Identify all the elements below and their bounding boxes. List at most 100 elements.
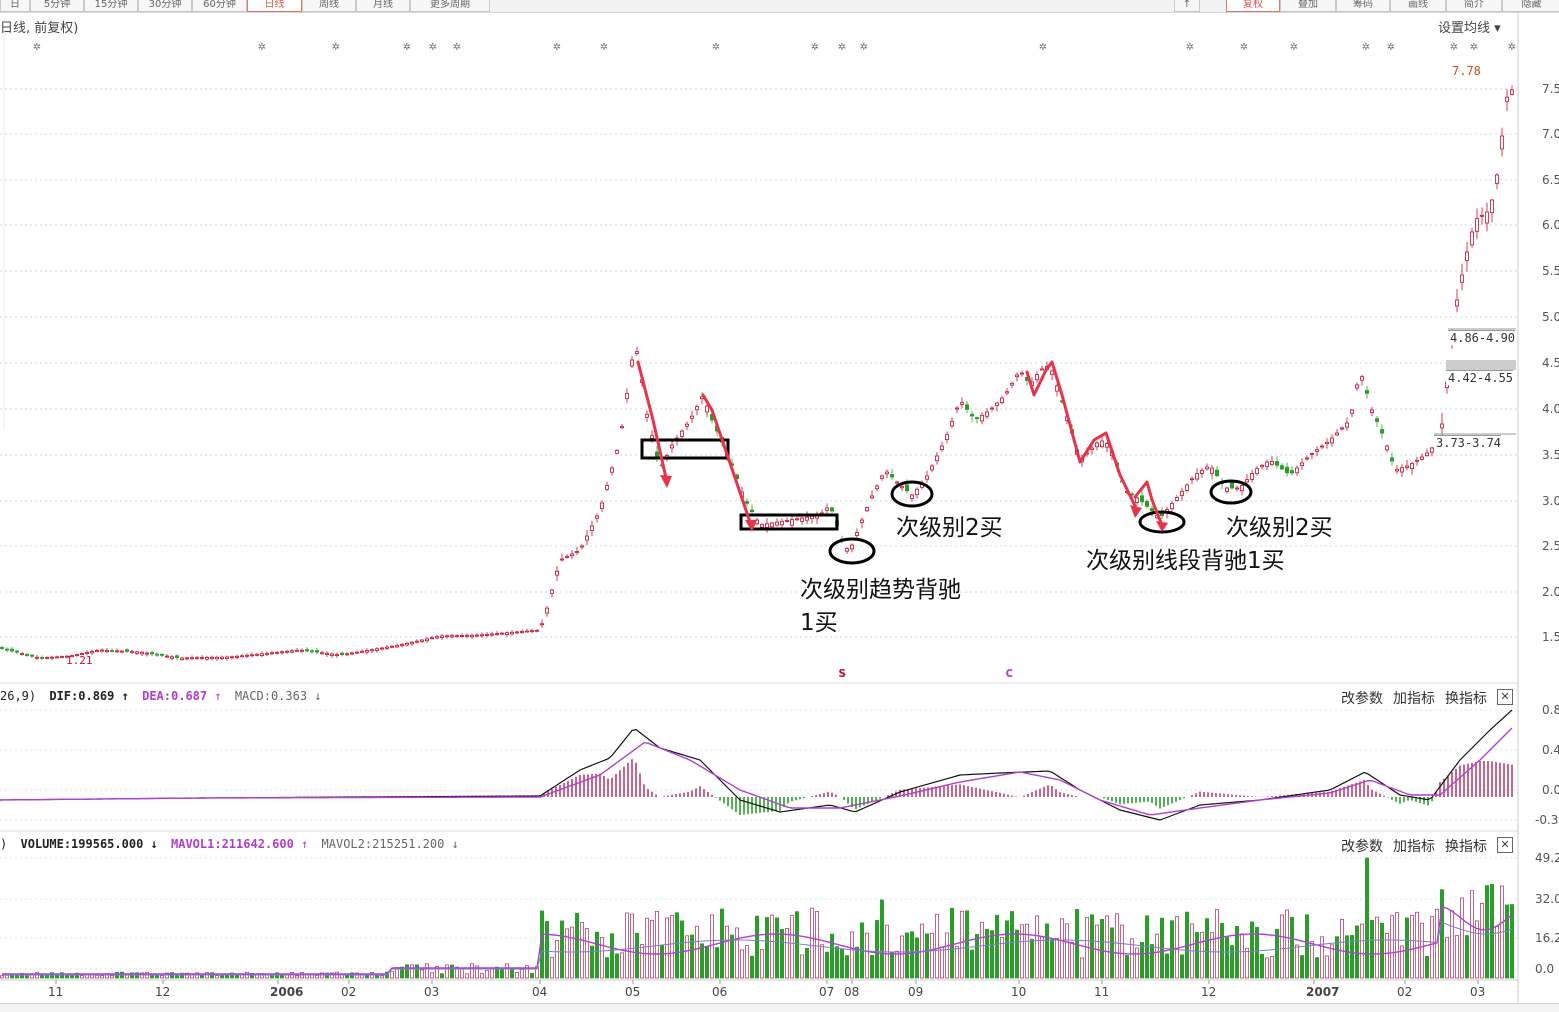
volume-bar: [1015, 929, 1020, 979]
candle-body: [1215, 469, 1220, 477]
trend-divergence-label: 次级别趋势背驰: [800, 577, 961, 603]
event-marker: ✲: [1290, 42, 1298, 53]
candle-body: [9, 648, 14, 652]
period-tab-1[interactable]: 5分钟: [30, 0, 84, 12]
volume-close-button[interactable]: ✕: [1497, 837, 1513, 853]
candle-body: [550, 589, 555, 594]
candle-body: [1190, 478, 1195, 481]
candle-body: [625, 392, 630, 399]
x-axis-label: 04: [532, 985, 548, 999]
candle-body: [129, 651, 134, 653]
candle-body: [955, 407, 960, 410]
volume-add-indicator-button[interactable]: 加指标: [1393, 839, 1435, 855]
candle-body: [610, 467, 615, 473]
candle-body: [945, 434, 950, 441]
candle-body: [169, 656, 174, 659]
period-tab-0[interactable]: 日: [0, 0, 30, 12]
volume-bar: [1250, 921, 1255, 979]
candle-body: [805, 516, 810, 521]
period-tab-2[interactable]: 15分钟: [84, 0, 138, 12]
candle-body: [444, 635, 449, 638]
toolbar-tab-1[interactable]: 复权: [1226, 0, 1280, 12]
volume-bar: [710, 914, 715, 979]
volume-y-label: 16.2: [1535, 931, 1559, 945]
candle-body: [394, 645, 399, 648]
dea-arrow: ↑: [214, 689, 222, 703]
volume-bar: [1485, 885, 1490, 979]
candle-body: [294, 649, 299, 652]
volume-bar: [184, 972, 189, 979]
candle-body: [60, 656, 65, 658]
volume-switch-indicator-button[interactable]: 换指标: [1445, 839, 1487, 855]
toolbar-tab-5[interactable]: 简介: [1446, 0, 1502, 12]
candle-body: [309, 650, 314, 653]
volume-bar: [484, 969, 489, 979]
toolbar-tab-0[interactable]: ↑: [1174, 0, 1200, 12]
candle-body: [389, 645, 394, 648]
period-tab-4[interactable]: 60分钟: [192, 0, 247, 12]
candle-body: [1415, 459, 1420, 462]
macd-add-indicator-button[interactable]: 加指标: [1393, 691, 1435, 707]
candle-body: [459, 635, 464, 637]
candle-body: [1180, 490, 1185, 496]
volume-bar: [815, 911, 820, 979]
volume-bar: [1425, 955, 1430, 979]
candle-body: [404, 643, 409, 646]
candle-body: [1195, 473, 1200, 480]
macd-close-button[interactable]: ✕: [1497, 689, 1513, 705]
volume-bar: [625, 912, 630, 979]
period-tab-6[interactable]: 周线: [302, 0, 356, 12]
price-y-label: 1.5: [1542, 630, 1559, 644]
candle-body: [575, 551, 580, 553]
candle-body: [620, 426, 625, 429]
candle-body: [1280, 465, 1285, 470]
candle-body: [45, 657, 50, 659]
ma-settings-button[interactable]: 设置均线 ▾: [1438, 21, 1501, 36]
candle-body: [454, 635, 459, 637]
toolbar-tab-4[interactable]: 画线: [1390, 0, 1446, 12]
volume-bar: [730, 934, 735, 979]
candle-body: [1150, 508, 1155, 512]
candle-body: [680, 430, 685, 437]
candle-body: [1360, 376, 1365, 381]
candle-body: [154, 653, 159, 656]
price-y-label: 5.0: [1542, 310, 1559, 324]
candle-body: [1265, 461, 1270, 467]
volume-bar: [745, 945, 750, 979]
toolbar-tab-2[interactable]: 叠加: [1280, 0, 1336, 12]
candle-body: [745, 501, 750, 504]
candle-body: [810, 515, 815, 520]
candle-body: [785, 520, 790, 522]
volume-edit-params-button[interactable]: 改参数: [1341, 839, 1383, 855]
candle-body: [1225, 487, 1230, 492]
period-tab-5[interactable]: 日线: [247, 0, 302, 12]
period-tab-8[interactable]: 更多周期: [410, 0, 490, 12]
period-tab-3[interactable]: 30分钟: [138, 0, 192, 12]
high-price-label: 7.78: [1452, 64, 1481, 78]
candle-body: [174, 655, 179, 658]
candle-body: [900, 486, 905, 489]
volume-bar: [965, 910, 970, 979]
toolbar-tab-3[interactable]: 筹码: [1336, 0, 1390, 12]
x-axis-label: 12: [155, 985, 171, 999]
period-tab-7[interactable]: 月线: [356, 0, 410, 12]
volume-bar: [660, 944, 665, 979]
candle-body: [264, 652, 269, 655]
candle-body: [274, 651, 279, 654]
volume-bar: [555, 940, 560, 979]
mavol2-line: [2, 922, 1513, 976]
volume-bar: [429, 972, 434, 979]
volume-bar: [530, 972, 535, 979]
event-marker: ✲: [429, 42, 437, 53]
toolbar-tab-6[interactable]: 隐藏: [1502, 0, 1559, 12]
volume-bar: [1105, 915, 1110, 979]
macd-switch-indicator-button[interactable]: 换指标: [1445, 691, 1487, 707]
volume-bar: [1380, 922, 1385, 979]
candle-body: [194, 657, 199, 660]
macd-edit-params-button[interactable]: 改参数: [1341, 691, 1383, 707]
volume-bar: [1345, 935, 1350, 979]
price-box-lines: [1434, 328, 1516, 435]
candle-body: [1255, 468, 1260, 474]
x-axis-label: 10: [1011, 985, 1027, 999]
